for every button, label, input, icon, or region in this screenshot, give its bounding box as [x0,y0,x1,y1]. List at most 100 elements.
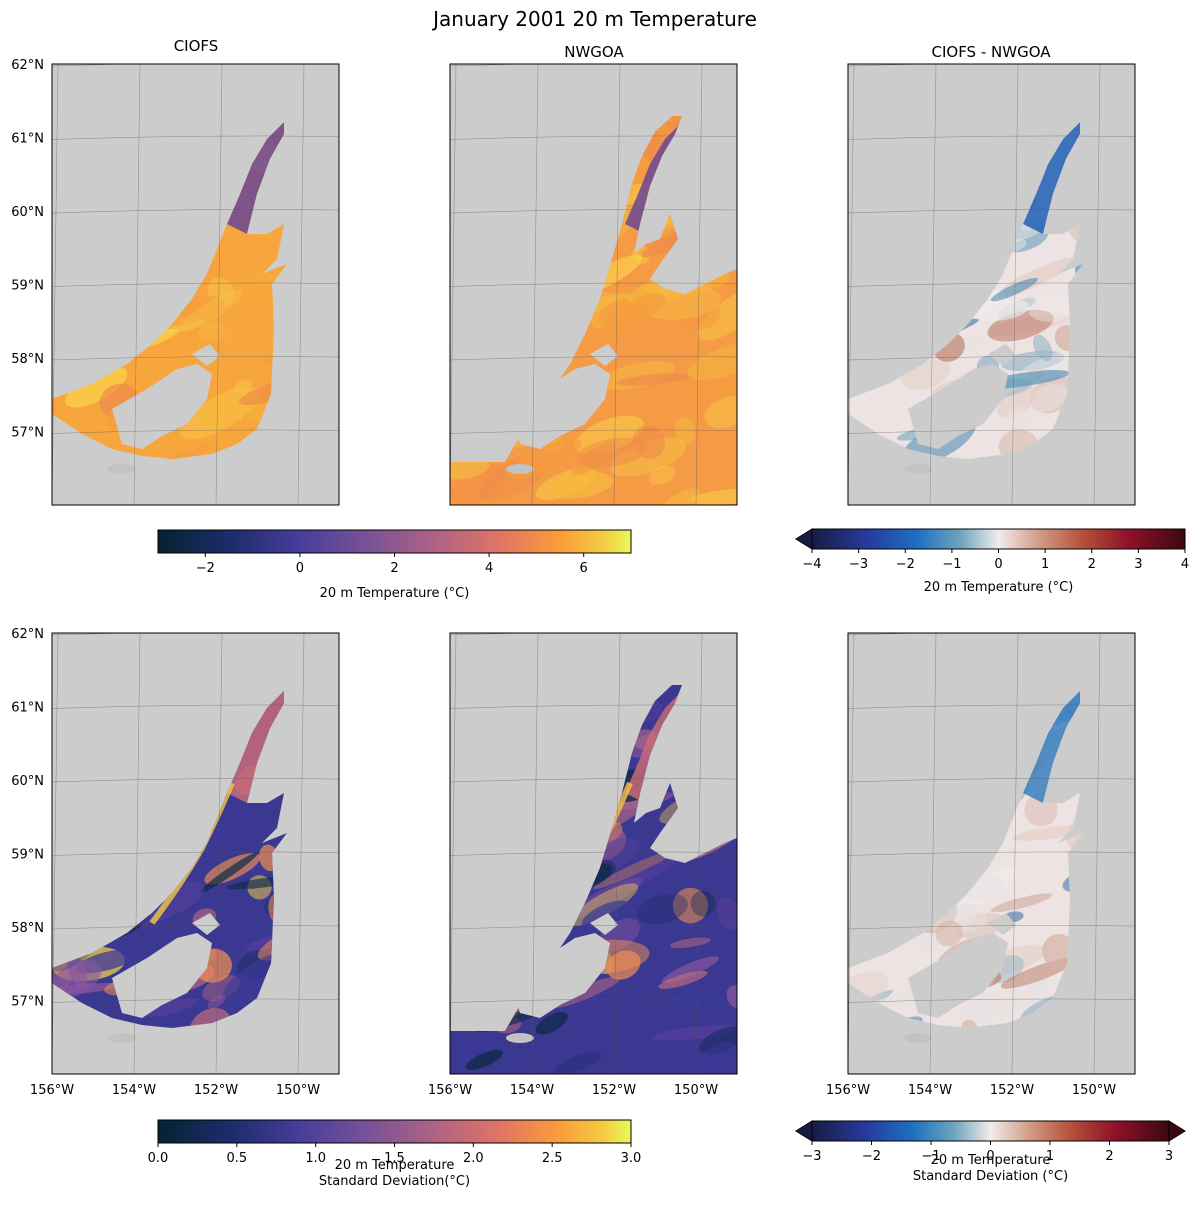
colorbar-tick-label: 4 [485,561,493,576]
afognak-island [988,344,1016,366]
lat-tick-label: 60°N [11,205,44,220]
lon-tick-label: 156°W [30,1083,74,1098]
colorbar-label: 20 m Temperature (°C) [320,586,470,601]
colorbar-tick-label: −4 [802,557,821,572]
colorbar-tick-label: −2 [196,561,215,576]
colorbars: −2 0 2 4 6 20 m Temperature (°C) −4 −3 −2 −1 0 1 2 3 4… [148,528,1189,1189]
lon-tick-label: 156°W [826,1083,870,1098]
lon-tick-label: 154°W [908,1083,952,1098]
colorbar-extend-min [795,528,813,550]
colorbar-label: Standard Deviation (°C) [913,1169,1068,1184]
panel-frame [449,632,738,1075]
afognak-island [590,344,618,366]
colorbar-tick-label: 0 [296,561,304,576]
colorbar-tick-label: −1 [942,557,961,572]
lat-tick-label: 59°N [11,279,44,294]
map-panel-0-1 [449,63,738,506]
colorbar-label: Standard Deviation(°C) [319,1174,470,1189]
panel-frame [51,63,340,506]
map-panel-1-0: 62°N 61°N 60°N 59°N 58°N 57°N 156°W 154°W 152°W 1… [11,627,340,1098]
colorbar-tick-label: −2 [896,557,915,572]
map-panel-0-2 [847,63,1136,506]
colorbar-label: 20 m Temperature (°C) [924,580,1074,595]
lon-tick-label: 154°W [112,1083,156,1098]
lon-tick-label: 150°W [276,1083,320,1098]
colorbar-tick-label: 0.5 [226,1151,247,1166]
kodiak-island [510,933,610,1018]
map-panel-1-1: 156°W 154°W 152°W 150°W [428,632,738,1098]
afognak-island [988,913,1016,935]
colorbar-tick-label: 4 [1181,557,1189,572]
colorbar-tick-label: 1.0 [305,1151,326,1166]
afognak-island [192,344,220,366]
graticule [52,633,339,1074]
lat-tick-label: 60°N [11,774,44,789]
lon-tick-label: 156°W [428,1083,472,1098]
colorbar-tick-label: 2 [1088,557,1096,572]
panel-frame [51,632,340,1075]
colorbar-ramp [157,529,632,554]
graticule [848,633,1135,1074]
panel-frame [847,632,1136,1075]
lon-tick-label: 152°W [592,1083,636,1098]
kodiak-island [112,933,212,1018]
figure-title: January 2001 20 m Temperature [431,7,757,31]
lat-tick-label: 59°N [11,848,44,863]
column-title-ciofs: CIOFS [174,37,219,55]
lon-tick-label: 150°W [1072,1083,1116,1098]
colorbar-label: 20 m Temperature [335,1158,455,1173]
graticule [52,64,339,505]
colorbar-ramp [811,1120,1170,1142]
colorbar-tick-label: 0.0 [148,1151,169,1166]
panel-frame [847,63,1136,506]
colorbar-ramp [157,1119,632,1144]
map-panels: 62°N 61°N 60°N 59°N 58°N 57°N 62°N 61°N 60°N 59°N… [11,58,1136,1098]
colorbar-ramp [811,528,1186,550]
panel-frame [449,63,738,506]
afognak-island [590,913,618,935]
graticule [450,64,737,505]
colorbar-tick-label: 1 [1046,1149,1054,1164]
graticule [848,64,1135,505]
lon-tick-label: 152°W [194,1083,238,1098]
graticule [450,633,737,1074]
colorbar-tick-label: 6 [580,561,588,576]
column-title-nwgoa: NWGOA [564,43,624,61]
colorbar-label: 20 m Temperature [931,1153,1051,1168]
colorbar-tick-label: 0 [994,557,1002,572]
lon-tick-label: 152°W [990,1083,1034,1098]
kodiak-island [510,364,610,449]
lat-tick-label: 58°N [11,921,44,936]
colorbar-temp: −2 0 2 4 6 20 m Temperature (°C) [157,529,632,601]
colorbar-extend-max [1168,1120,1186,1142]
colorbar-tick-label: 3 [1134,557,1142,572]
colorbar-tick-label: 2.5 [542,1151,563,1166]
lat-tick-label: 62°N [11,627,44,642]
map-panel-1-2: 156°W 154°W 152°W 150°W [826,632,1136,1098]
colorbar-tick-label: −3 [849,557,868,572]
kodiak-island [112,364,212,449]
colorbar-tick-label: 2 [1105,1149,1113,1164]
map-panel-0-0: 62°N 61°N 60°N 59°N 58°N 57°N [11,58,340,506]
colorbar-tick-label: 2 [390,561,398,576]
colorbar-tick-label: −3 [802,1149,821,1164]
colorbar-tick-label: 1.5 [384,1151,405,1166]
colorbar-tick-label: −1 [921,1149,940,1164]
colorbar-extend-min [795,1120,813,1142]
kodiak-island [908,364,1008,449]
colorbar-tick-label: 2.0 [463,1151,484,1166]
column-title-diff: CIOFS - NWGOA [931,43,1051,61]
afognak-island [192,913,220,935]
lat-tick-label: 57°N [11,995,44,1010]
colorbar-tick-label: −2 [862,1149,881,1164]
lat-tick-label: 58°N [11,352,44,367]
colorbar-tick-label: 1 [1041,557,1049,572]
lon-tick-label: 154°W [510,1083,554,1098]
colorbar-tick-label: 0 [986,1149,994,1164]
lon-tick-label: 150°W [674,1083,718,1098]
lat-tick-label: 57°N [11,426,44,441]
lat-tick-label: 62°N [11,58,44,73]
lat-tick-label: 61°N [11,132,44,147]
